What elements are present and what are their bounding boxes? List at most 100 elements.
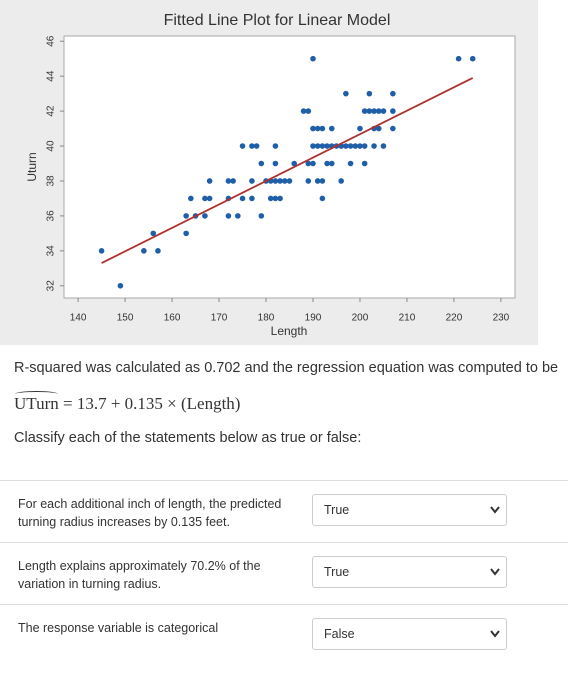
- point: [267, 195, 274, 202]
- dropdown-arrow: [490, 568, 500, 576]
- answer-select[interactable]: False: [312, 618, 507, 650]
- point: [361, 108, 368, 114]
- y-tick-label: 44: [46, 70, 57, 82]
- point: [319, 195, 326, 202]
- point: [361, 143, 368, 149]
- x-tick-label: 190: [305, 313, 322, 324]
- point: [305, 178, 312, 184]
- point: [357, 143, 363, 149]
- dropdown-arrow: [490, 630, 500, 638]
- point: [239, 195, 246, 202]
- dropdown-arrow: [490, 506, 500, 514]
- y-axis-label: Uturn: [25, 152, 39, 181]
- x-tick-label: 230: [493, 313, 510, 324]
- point: [324, 160, 330, 167]
- point: [347, 160, 354, 167]
- question-row: Length explains approximately 70.2% of t…: [0, 542, 568, 605]
- equation: UTurn = 13.7 + 0.135 × (Length): [14, 391, 241, 414]
- point: [319, 178, 326, 184]
- point: [183, 230, 189, 237]
- y-tick-label: 36: [46, 210, 57, 222]
- point: [230, 178, 236, 184]
- point: [338, 178, 344, 184]
- point: [117, 282, 124, 289]
- y-tick-label: 32: [46, 280, 57, 292]
- selected-answer: True: [324, 503, 350, 517]
- chart: Fitted Line Plot for Linear Model Length…: [0, 0, 538, 345]
- point: [357, 125, 363, 132]
- point: [343, 90, 349, 97]
- point: [305, 160, 312, 167]
- point: [371, 108, 377, 114]
- point: [455, 55, 462, 62]
- point: [328, 160, 335, 167]
- plot-area: [63, 35, 516, 299]
- point: [98, 248, 105, 254]
- point: [249, 143, 255, 149]
- point: [141, 248, 147, 254]
- point: [380, 108, 387, 114]
- point: [253, 143, 260, 149]
- selected-answer: True: [324, 565, 350, 579]
- point: [206, 195, 213, 202]
- point: [366, 108, 373, 114]
- point: [183, 213, 189, 219]
- x-axis-label: Length: [271, 324, 308, 338]
- y-tick-label: 34: [46, 245, 57, 257]
- fit-line: [101, 77, 474, 264]
- point: [361, 160, 368, 167]
- answer-select[interactable]: True: [312, 556, 507, 588]
- point: [300, 108, 307, 114]
- point: [390, 125, 396, 132]
- answer-select[interactable]: True: [312, 494, 507, 526]
- x-tick-label: 170: [211, 313, 228, 324]
- point: [282, 178, 288, 184]
- point: [188, 195, 194, 202]
- point: [319, 143, 326, 149]
- point: [202, 213, 208, 219]
- point: [347, 143, 354, 149]
- point: [239, 143, 246, 149]
- y-tick-label: 40: [46, 140, 57, 152]
- x-tick-label: 200: [352, 313, 369, 324]
- x-tick-label: 150: [117, 313, 134, 324]
- selected-answer: False: [324, 627, 355, 641]
- statement: For each additional inch of length, the …: [18, 497, 282, 529]
- statement: Length explains approximately 70.2% of t…: [18, 559, 261, 591]
- point: [314, 125, 321, 132]
- point: [310, 160, 316, 167]
- chart-title: Fitted Line Plot for Linear Model: [164, 12, 391, 29]
- y-tick-label: 38: [46, 175, 57, 187]
- point: [310, 125, 316, 132]
- point: [155, 248, 161, 254]
- y-tick-label: 46: [46, 35, 57, 47]
- point: [235, 213, 241, 219]
- point: [291, 160, 297, 167]
- equation-rhs: = 13.7 + 0.135 × (Length): [62, 394, 241, 413]
- point: [375, 108, 382, 114]
- point: [225, 213, 232, 219]
- point: [343, 143, 349, 149]
- point: [390, 108, 396, 114]
- equation-lhs: UTurn: [14, 391, 59, 413]
- point: [202, 195, 208, 202]
- point: [314, 178, 321, 184]
- point: [305, 108, 312, 114]
- y-tick-label: 42: [46, 105, 57, 117]
- point: [272, 143, 279, 149]
- point: [249, 178, 255, 184]
- point: [352, 143, 359, 149]
- instruction: Classify each of the statements below as…: [14, 430, 362, 446]
- point: [380, 143, 387, 149]
- question-row: For each additional inch of length, the …: [0, 480, 568, 543]
- point: [272, 178, 279, 184]
- point: [286, 178, 293, 184]
- point: [324, 143, 330, 149]
- point: [319, 125, 326, 132]
- point: [371, 143, 377, 149]
- point: [469, 55, 476, 62]
- point: [272, 160, 279, 167]
- x-tick-label: 140: [70, 313, 87, 324]
- point: [272, 195, 279, 202]
- point: [249, 195, 255, 202]
